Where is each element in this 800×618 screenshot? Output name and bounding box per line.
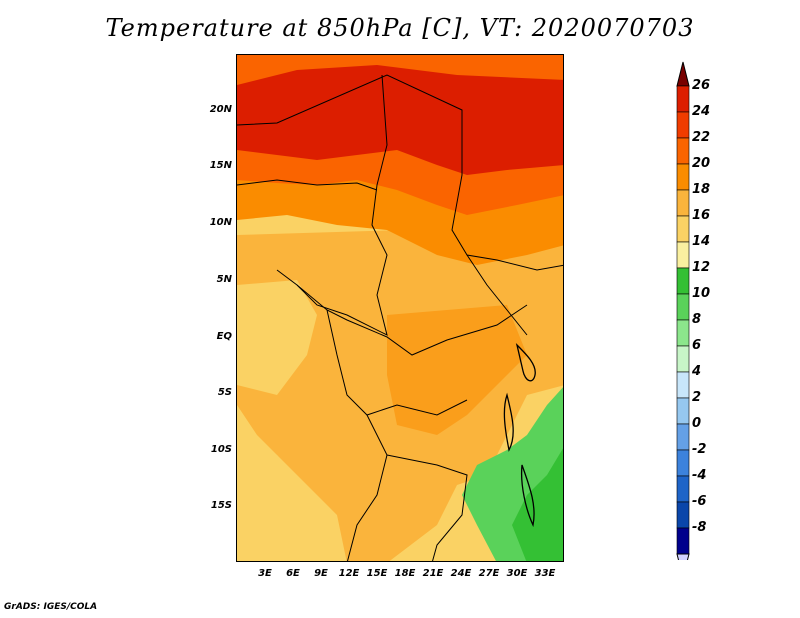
colorbar-swatch [676, 215, 690, 243]
plot-title: Temperature at 850hPa [C], VT: 202007070… [105, 14, 695, 42]
colorbar-swatch [676, 345, 690, 373]
colorbar-tick-label: 4 [692, 364, 702, 379]
country-borders [237, 74, 563, 561]
colorbar-tick-label: -8 [692, 520, 707, 535]
credit-text: GrADS: IGES/COLA [4, 602, 98, 612]
colorbar-tick-label: 20 [692, 156, 711, 171]
lon-label: 9E [314, 568, 328, 579]
colorbar-top-arrow [676, 61, 690, 87]
colorbar-tick-label: 2 [692, 390, 702, 405]
colorbar-swatch [676, 423, 690, 451]
colorbar-swatch [676, 449, 690, 477]
lat-label: 10N [209, 217, 232, 228]
colorbar-tick-label: 24 [692, 104, 711, 119]
colorbar-swatch [676, 189, 690, 217]
temp-band-10-12 [512, 448, 563, 561]
temp-band-20-warm-core [387, 305, 527, 435]
lon-label: 12E [338, 568, 360, 579]
lon-label: 27E [478, 568, 500, 579]
map-canvas [237, 55, 563, 561]
colorbar-swatch [676, 163, 690, 191]
colorbar-tick-label: -2 [692, 442, 707, 457]
colorbar-swatch [676, 501, 690, 529]
colorbar-tick-label: 26 [692, 78, 711, 93]
colorbar-bottom-arrow [676, 553, 690, 560]
lat-label: 15S [210, 500, 232, 511]
lon-label: 21E [422, 568, 444, 579]
colorbar-swatch [676, 319, 690, 347]
colorbar-tick-label: -4 [692, 468, 707, 483]
lon-label: 15E [366, 568, 388, 579]
colorbar-tick-label: 0 [692, 416, 702, 431]
colorbar-tick-label: 18 [692, 182, 711, 197]
lat-label: 10S [210, 444, 232, 455]
lat-label: 5N [216, 274, 232, 285]
colorbar-swatch [676, 397, 690, 425]
colorbar-tick-label: -6 [692, 494, 707, 509]
colorbar-swatch [676, 241, 690, 269]
colorbar-tick-label: 12 [692, 260, 711, 275]
lon-label: 33E [534, 568, 556, 579]
lat-label: 15N [209, 160, 232, 171]
colorbar-swatch [676, 267, 690, 295]
colorbar-swatch [676, 111, 690, 139]
temperature-map [236, 54, 564, 562]
temp-band-southwest [237, 435, 337, 561]
colorbar-swatch [676, 475, 690, 503]
colorbar [676, 61, 690, 560]
temp-band-coastal [237, 280, 317, 395]
colorbar-tick-label: 14 [692, 234, 711, 249]
colorbar-tick-label: 8 [692, 312, 702, 327]
lon-label: 24E [450, 568, 472, 579]
colorbar-swatch [676, 85, 690, 113]
colorbar-swatch [676, 371, 690, 399]
lon-label: 3E [258, 568, 272, 579]
colorbar-tick-label: 16 [692, 208, 711, 223]
lat-label: 5S [217, 387, 232, 398]
colorbar-swatch [676, 137, 690, 165]
lat-label: EQ [216, 331, 232, 342]
lon-label: 18E [394, 568, 416, 579]
colorbar-swatch [676, 527, 690, 555]
lat-label: 20N [209, 104, 232, 115]
temp-band-24-26 [237, 65, 563, 175]
colorbar-swatch [676, 293, 690, 321]
lake-outlines [503, 342, 536, 528]
colorbar-tick-label: 22 [692, 130, 711, 145]
lon-label: 30E [506, 568, 528, 579]
colorbar-tick-label: 10 [692, 286, 711, 301]
colorbar-tick-label: 6 [692, 338, 702, 353]
lon-label: 6E [286, 568, 300, 579]
